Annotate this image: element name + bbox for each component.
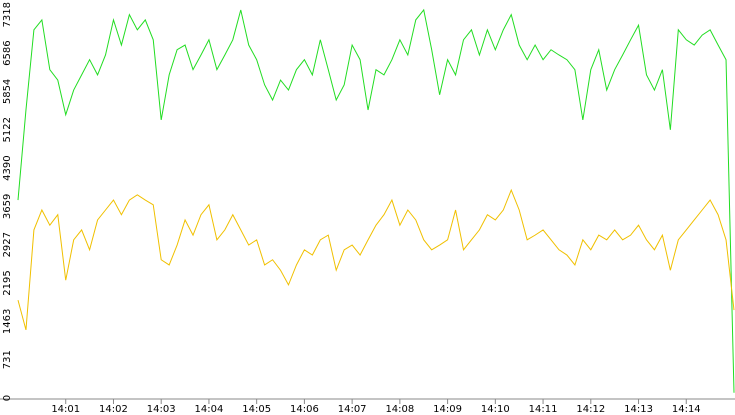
x-tick-label: 14:10 [481, 404, 510, 415]
x-tick-label: 14:08 [385, 404, 414, 415]
y-tick-label: 5854 [2, 79, 13, 104]
x-tick-label: 14:04 [195, 404, 224, 415]
y-tick-label: 1463 [2, 309, 13, 334]
y-tick-label: 5122 [2, 117, 13, 142]
x-tick-label: 14:11 [529, 404, 558, 415]
series-line [17, 188, 735, 331]
y-tick-label: 2195 [2, 270, 13, 295]
x-tick-label: 14:13 [624, 404, 653, 415]
y-tick-label: 6586 [2, 40, 13, 65]
x-tick-label: 14:07 [338, 404, 367, 415]
y-tick-label: 4390 [2, 155, 13, 180]
x-tick-label: 14:06 [290, 404, 319, 415]
x-tick-label: 14:01 [51, 404, 80, 415]
series-line [17, 8, 735, 393]
y-tick-label: 7318 [2, 2, 13, 27]
x-tick-label: 14:05 [242, 404, 271, 415]
x-tick-label: 14:09 [433, 404, 462, 415]
x-tick-label: 14:12 [576, 404, 605, 415]
y-tick-label: 2927 [2, 232, 13, 257]
x-tick-label: 14:03 [147, 404, 176, 415]
x-tick-label: 14:14 [672, 404, 701, 415]
x-tick-label: 14:02 [99, 404, 128, 415]
y-tick-label: 3659 [2, 194, 13, 219]
y-tick-label: 731 [2, 350, 13, 369]
y-tick-label: 0 [2, 395, 13, 401]
